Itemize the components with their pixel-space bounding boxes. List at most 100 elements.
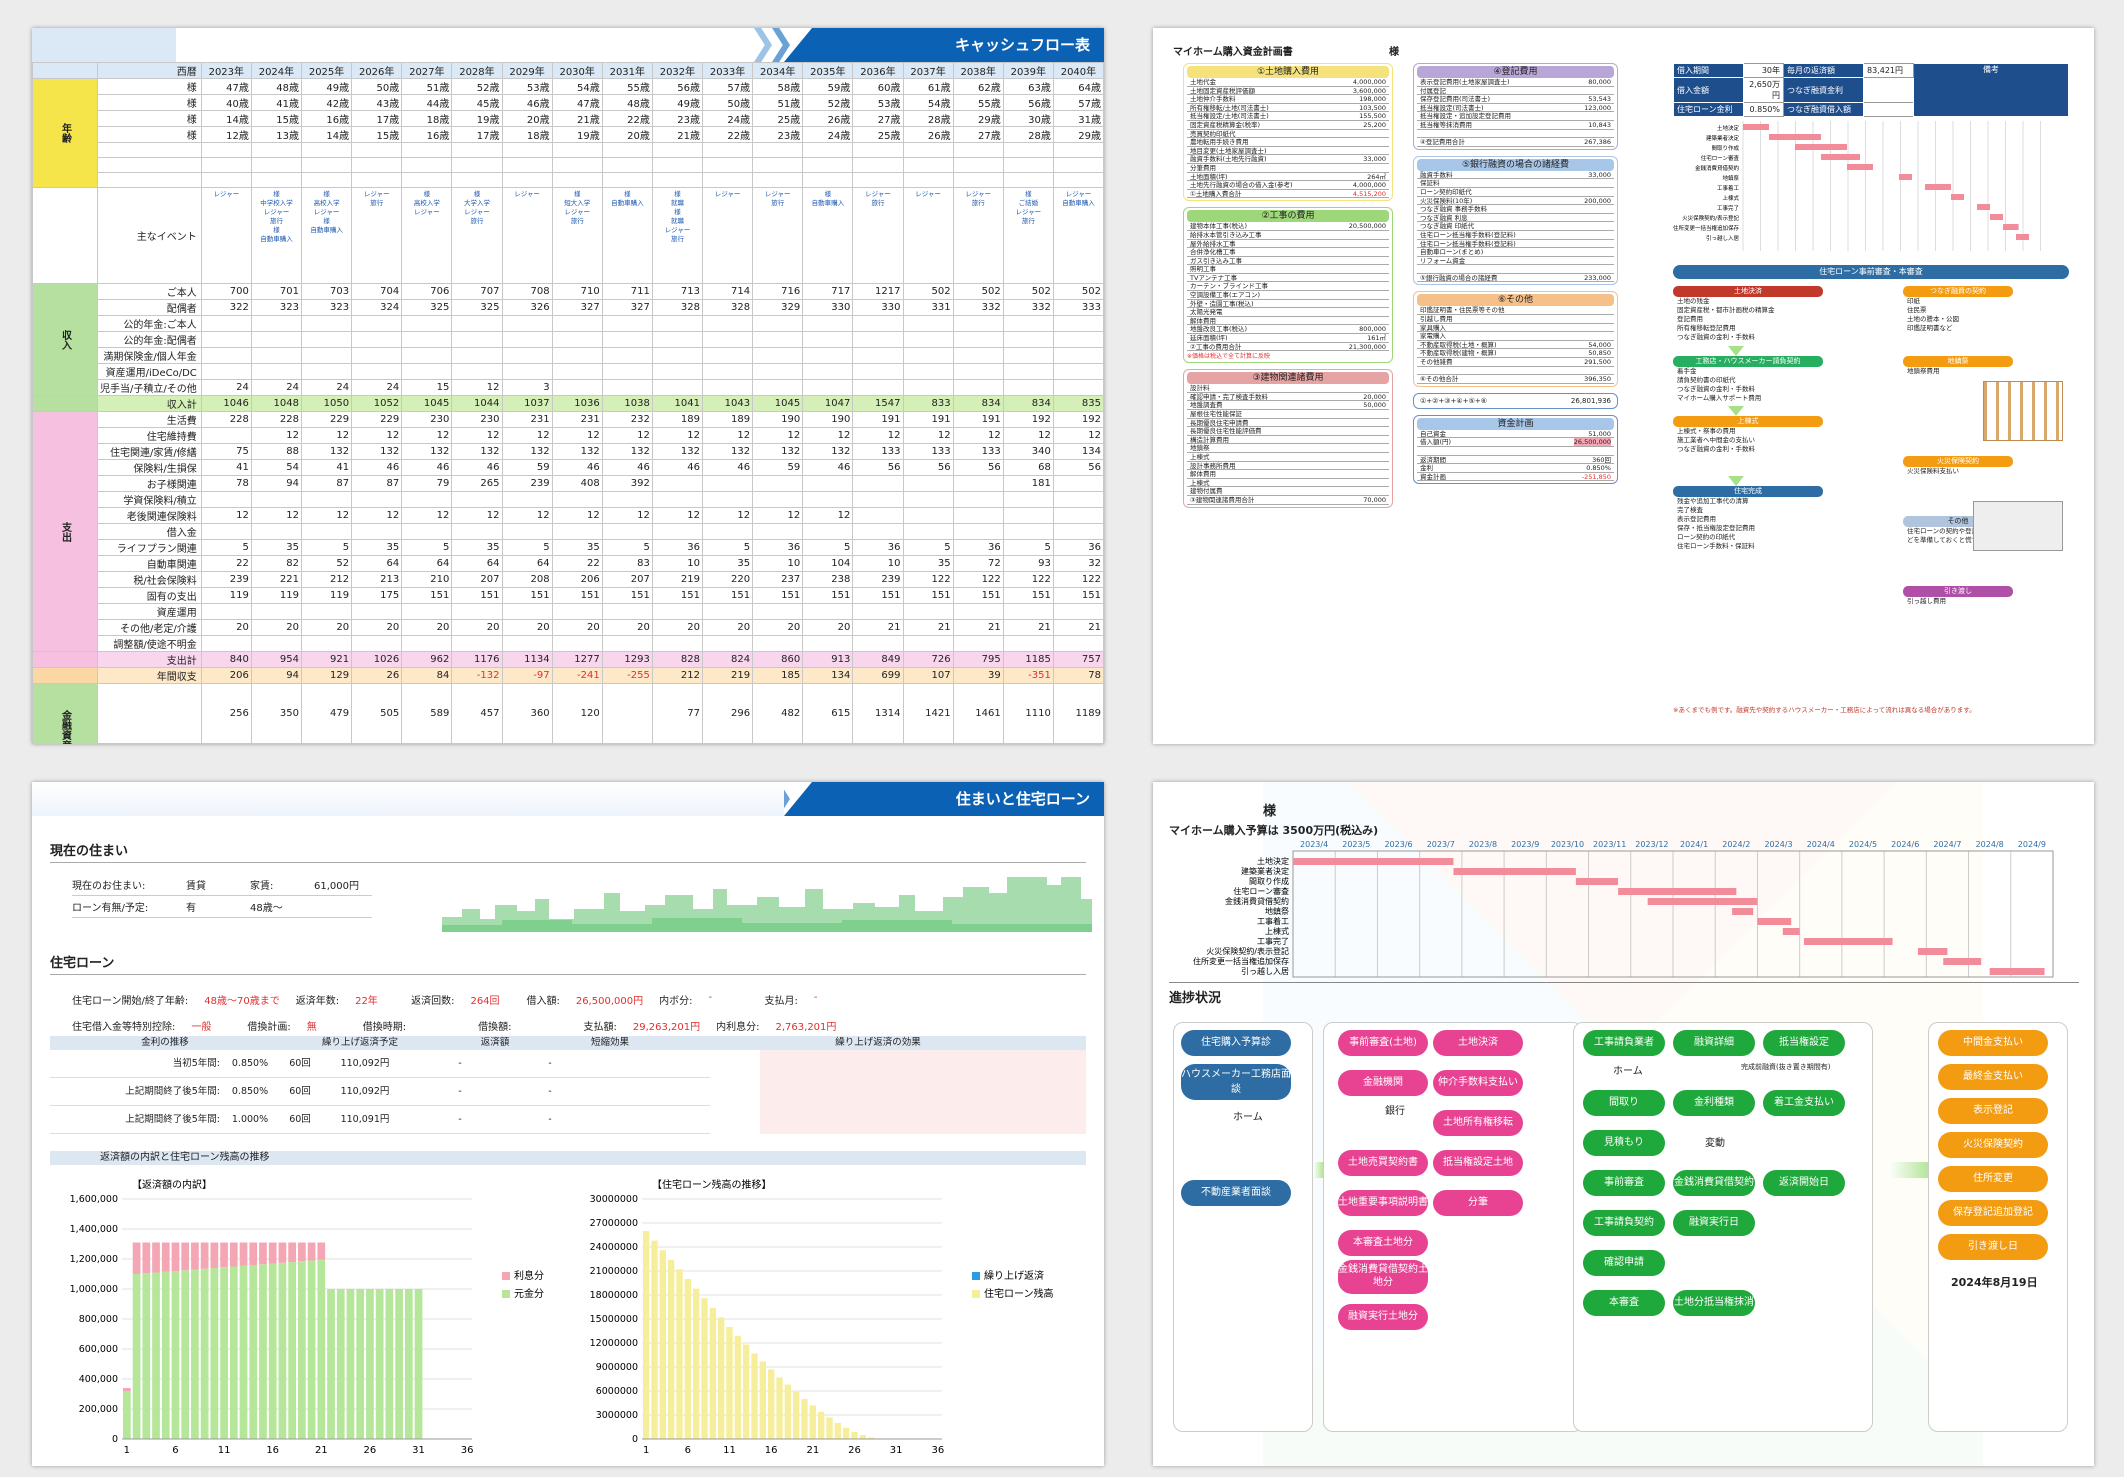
progress-step[interactable]: 事前審査(土地) — [1338, 1030, 1428, 1056]
table-cell: 25歳 — [852, 126, 904, 143]
bar-住宅ローン残高 — [676, 1269, 683, 1439]
progress-step[interactable]: 土地売買契約書 — [1338, 1150, 1428, 1176]
table-cell: 703 — [300, 283, 353, 300]
progress-step[interactable]: 引き渡し日 — [1938, 1234, 2048, 1260]
table-cell: 75 — [200, 443, 252, 460]
flow-step-item: 保存・抵当権設定登記費用 — [1677, 524, 1755, 532]
progress-step[interactable]: 融資実行土地分 — [1338, 1304, 1428, 1330]
schedule-bar — [1757, 918, 1792, 925]
table-cell — [401, 315, 453, 332]
progress-step[interactable]: 融資詳細 — [1673, 1030, 1755, 1056]
progress-step[interactable]: 住宅購入予算診 — [1181, 1030, 1291, 1056]
table-cell: 21 — [952, 619, 1004, 636]
loan-field-label: 借換額: — [478, 1022, 512, 1033]
schedule-task-label: 土地決定 — [1257, 856, 1289, 866]
table-cell: 24歳 — [802, 126, 854, 143]
progress-step[interactable]: 土地重要事項説明書 — [1338, 1190, 1428, 1216]
list-item: 住宅ローン抵当権手数料(登記料) — [1417, 231, 1614, 240]
progress-step[interactable]: 着工金支払い — [1763, 1090, 1845, 1116]
progress-step[interactable]: 金利種類 — [1673, 1090, 1755, 1116]
table-cell: 26歳 — [902, 126, 954, 143]
table-cell: 20 — [651, 619, 704, 636]
table-cell: 834 — [952, 395, 1004, 412]
progress-step[interactable]: 金銭消費貸借契約土地分 — [1338, 1260, 1428, 1294]
progress-step[interactable]: 金融機関 — [1338, 1070, 1428, 1096]
progress-step[interactable]: 抵当権設定 — [1763, 1030, 1845, 1056]
flow-side-step: つなぎ融資の契約 印紙 住民票 土地の謄本・公図 印鑑証明書など — [1903, 286, 2069, 333]
table-cell — [651, 315, 704, 332]
table-cell: 78 — [1052, 667, 1104, 684]
table-cell: 10 — [752, 555, 804, 572]
progress-step[interactable]: 仲介手数料支払い — [1433, 1070, 1523, 1096]
budget-title: マイホーム購入予算は 3500万円(税込み) — [1169, 824, 1379, 837]
table-cell: 56 — [902, 459, 954, 476]
progress-step[interactable]: 間取り — [1583, 1090, 1665, 1116]
progress-step[interactable]: 抵当権設定土地 — [1433, 1150, 1523, 1176]
table-row: 老後関連保険料 12 12 12 12 12 12 12 12 12 12 12 12 12 — [33, 507, 1104, 524]
progress-step[interactable]: 本審査 — [1583, 1290, 1665, 1316]
item-label: 引越し費用 — [1420, 315, 1453, 324]
progress-step[interactable]: 分筆 — [1433, 1190, 1523, 1216]
progress-step[interactable]: 表示登記 — [1938, 1098, 2048, 1124]
table-cell: 41 — [300, 459, 353, 476]
table-cell — [300, 331, 353, 348]
table-cell: 12 — [401, 507, 453, 524]
list-item: 土地先行融資の場合の借入金(参考) 4,000,000 — [1187, 181, 1389, 190]
gantt-bar — [1990, 214, 2003, 220]
table-cell: 757 — [1052, 651, 1104, 668]
progress-step[interactable]: 工事請負業者 — [1583, 1030, 1665, 1056]
table-cell: 329 — [752, 299, 804, 316]
table-cell — [200, 603, 252, 620]
progress-step[interactable]: 工事請負契約 — [1583, 1210, 1665, 1236]
bar-住宅ローン残高 — [726, 1327, 733, 1439]
progress-step[interactable]: 確認申請 — [1583, 1250, 1665, 1276]
table-cell — [852, 379, 904, 396]
bar-元金分 — [123, 1391, 131, 1439]
progress-step[interactable]: 金銭消費貸借契約 — [1673, 1170, 1755, 1196]
item-label: 不動産取得税(建物・概算) — [1420, 349, 1497, 358]
list-item: ①土地購入費合計 4,515,200 — [1187, 190, 1389, 199]
progress-note: ホーム — [1613, 1066, 1643, 1077]
progress-step[interactable]: 土地決済 — [1433, 1030, 1523, 1056]
year-header-label: 西暦 — [97, 62, 202, 79]
table-cell: 21 — [1002, 619, 1054, 636]
progress-step[interactable]: ハウスメーカー工務店面談 — [1181, 1064, 1291, 1100]
progress-step[interactable]: 中間金支払い — [1938, 1030, 2048, 1056]
progress-step[interactable]: 火災保険契約 — [1938, 1132, 2048, 1158]
loan-field-value — [422, 1018, 462, 1034]
table-cell — [250, 523, 303, 540]
schedule-bar — [1647, 898, 1758, 905]
table-cell: 12 — [451, 507, 503, 524]
table-cell: 12 — [1002, 427, 1054, 444]
y-tick-label: 27000000 — [590, 1218, 638, 1229]
table-cell — [1002, 635, 1054, 652]
bar-元金分 — [229, 1266, 238, 1439]
progress-step[interactable]: 最終金支払い — [1938, 1064, 2048, 1090]
event-cell: 様 就職 様 就職 レジャー 旅行 — [651, 187, 704, 284]
progress-step[interactable]: 事前審査 — [1583, 1170, 1665, 1196]
table-cell: 151 — [952, 587, 1004, 604]
progress-step[interactable]: 不動産業者面談 — [1181, 1180, 1291, 1206]
progress-step[interactable]: 融資実行日 — [1673, 1210, 1755, 1236]
table-cell: 328 — [651, 299, 704, 316]
house-complete-illustration — [1973, 501, 2063, 551]
current-home-field: 現在のお住まい: — [72, 881, 146, 892]
table-cell: 94 — [250, 475, 303, 492]
item-label: ④登記費用合計 — [1420, 138, 1465, 147]
progress-step[interactable]: 見積もり — [1583, 1130, 1665, 1156]
table-cell — [802, 523, 854, 540]
progress-step[interactable]: 本審査土地分 — [1338, 1230, 1428, 1256]
event-cell: 様 大学入学 レジャー 旅行 — [451, 187, 503, 284]
bar-元金分 — [356, 1289, 365, 1439]
progress-step[interactable]: 土地分抵当権抹消 — [1673, 1290, 1755, 1316]
table-cell — [551, 363, 603, 380]
progress-step[interactable]: 住所変更 — [1938, 1166, 2048, 1192]
progress-step[interactable]: 保存登記追加登記 — [1938, 1200, 2048, 1226]
loan-field-label: 住宅借入金等特別控除: — [72, 1022, 176, 1033]
progress-step[interactable]: 返済開始日 — [1763, 1170, 1845, 1196]
table-cell: 502 — [952, 283, 1004, 300]
year-header: 2023年 — [200, 62, 252, 79]
progress-step[interactable]: 土地所有権移転 — [1433, 1110, 1523, 1136]
loan-field-value — [528, 1018, 568, 1034]
list-item: つなぎ融資 利息 — [1417, 214, 1614, 223]
